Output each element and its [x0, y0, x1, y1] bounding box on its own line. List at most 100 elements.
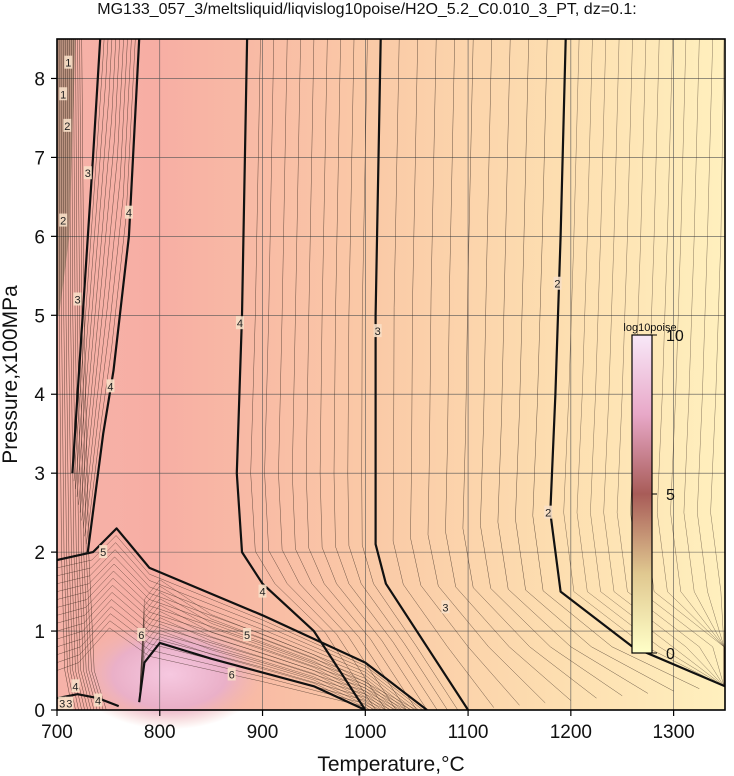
minor-contour [590, 39, 725, 687]
minor-contour [57, 535, 424, 710]
contour-label-bg [99, 545, 108, 559]
y-tick-label: 5 [34, 306, 45, 327]
colorbar-tick-label: 0 [666, 646, 675, 663]
contour-label: 2 [554, 279, 560, 291]
colorbar-bar [631, 334, 653, 654]
contour-label-bg [243, 628, 252, 642]
minor-contour [79, 39, 120, 513]
contour-label: 4 [107, 381, 113, 393]
contour-label: 4 [126, 208, 132, 220]
minor-contour [361, 39, 459, 710]
plot-frame [56, 38, 726, 711]
major-contour-6 [138, 641, 366, 710]
y-tick-label: 8 [34, 69, 45, 90]
minor-contour [78, 39, 117, 505]
minor-contour [603, 39, 725, 687]
colorbar-title: log10poise [623, 322, 676, 334]
major-contour-5 [57, 527, 428, 710]
y-axis-title: Pressure,x100MPa [0, 285, 22, 464]
contour-label: 3 [74, 295, 80, 307]
minor-contour [138, 617, 387, 710]
minor-contour [445, 39, 571, 701]
minor-contour [138, 630, 376, 710]
contour-label-bg [73, 292, 82, 306]
minor-contour [138, 623, 381, 710]
contour-label-bg [94, 693, 103, 707]
contour-label: 3 [66, 699, 72, 711]
axes: 700 800 900 1000 1100 1200 1300012345678Temper… [0, 38, 726, 776]
contour-label-bg [59, 87, 68, 101]
minor-contour [305, 39, 417, 710]
contour-label: 6 [229, 669, 235, 681]
minor-contour [480, 39, 623, 697]
contour-label-bg [63, 118, 72, 132]
major-contour-3 [374, 39, 470, 710]
minor-contour [710, 39, 725, 687]
x-tick-label: 1200 [550, 722, 592, 743]
colorbar-tick-label: 5 [666, 487, 675, 504]
minor-contour [515, 39, 674, 692]
minor-contour [319, 39, 428, 710]
y-tick-label: 1 [34, 622, 45, 643]
y-tick-label: 6 [34, 227, 45, 248]
contour-label: 4 [259, 587, 265, 599]
minor-contour [84, 39, 132, 537]
plot-area [57, 39, 725, 730]
minor-contour [497, 39, 649, 694]
minor-contour [69, 39, 89, 710]
minor-contour [79, 39, 104, 710]
minor-contour [427, 39, 546, 704]
y-tick-label: 4 [34, 385, 45, 406]
x-tick-label: 800 [144, 722, 176, 743]
minor-contour [138, 585, 412, 710]
minor-contour [264, 39, 387, 710]
x-tick-label: 700 [41, 722, 73, 743]
contour-label: 1 [65, 58, 71, 70]
minor-contour [292, 39, 407, 710]
contour-label-bg [137, 628, 146, 642]
minor-contour [576, 39, 725, 687]
high-viscosity-region [75, 619, 266, 730]
contour-label-bg [544, 505, 553, 519]
minor-contour [76, 39, 113, 497]
contour-label-bg [65, 696, 74, 710]
chart-title: MG133_057_3/meltsliquid/liqvislog10poise… [97, 1, 637, 18]
minor-contour [81, 39, 124, 521]
minor-contour [77, 39, 101, 710]
minor-contour [75, 39, 98, 710]
minor-contour [71, 39, 92, 710]
y-tick-label: 3 [34, 464, 45, 485]
contour-label: 2 [64, 121, 70, 133]
contour-label: 4 [72, 681, 78, 693]
contour-label-bg [258, 584, 267, 598]
minor-contour [250, 39, 376, 710]
major-contour-5 [57, 693, 120, 708]
contour-label-bg [83, 166, 92, 180]
contour-label-bg [235, 316, 244, 330]
minor-contour [616, 39, 725, 687]
contour-label: 5 [100, 547, 106, 559]
x-tick-label: 1000 [344, 722, 386, 743]
plot-background [57, 39, 725, 710]
x-axis-title: Temperature,°C [317, 753, 464, 776]
minor-contour [630, 39, 725, 687]
contour-label: 3 [442, 602, 448, 614]
contour-lines [57, 39, 725, 710]
minor-contour [392, 39, 494, 708]
minor-contour [410, 39, 520, 706]
minor-contour [138, 579, 417, 710]
major-contour-4 [235, 39, 367, 710]
contour-label: 4 [95, 696, 101, 708]
contour-label-bg [227, 667, 236, 681]
minor-contour [138, 610, 392, 710]
minor-contour [278, 39, 397, 710]
minor-contour [86, 39, 136, 545]
x-tick-label: 1300 [652, 722, 694, 743]
contour-label-bg [58, 696, 67, 710]
contour-label: 3 [59, 699, 65, 711]
contour-label-bg [441, 600, 450, 614]
contour-label: 3 [375, 326, 381, 338]
y-tick-label: 0 [34, 701, 45, 722]
